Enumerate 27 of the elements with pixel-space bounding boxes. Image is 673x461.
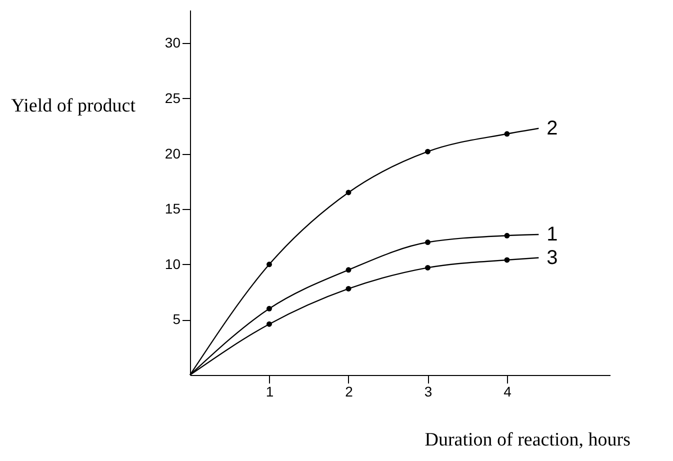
x-tick-label: 1 [266,384,274,400]
y-tick-label: 30 [164,34,181,51]
x-tick-label: 2 [345,384,354,400]
point [424,148,430,154]
series-label: 1 [546,224,558,246]
y-tick-label: 10 [164,256,181,272]
x-tick-label: 4 [504,384,512,400]
x-axis-title: Duration of reaction, hours [424,430,630,450]
point [346,286,352,292]
y-axis-title: Yield of product [10,96,136,116]
point [346,267,352,273]
point [266,321,272,327]
point [266,306,272,312]
y-tick-label: 15 [164,200,181,217]
point [504,257,510,263]
x-tick-label: 3 [424,384,432,400]
point [346,190,352,196]
point [504,232,510,238]
point [504,131,510,137]
point [266,262,272,268]
y-tick-label: 20 [164,145,181,162]
point [424,240,430,246]
series-label: 3 [546,246,558,269]
y-tick-label: 25 [164,90,181,106]
point [424,264,430,270]
series-label: 2 [546,117,558,140]
y-tick-label: 5 [172,311,181,328]
